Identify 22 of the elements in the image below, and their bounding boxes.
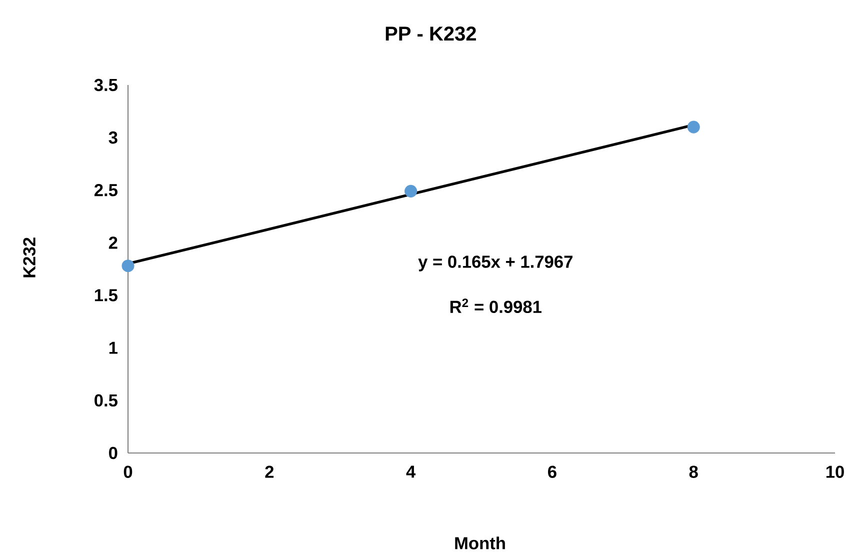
annotation: R$^{2}$ = 0.9981 [450, 298, 542, 314]
y-tick-label: 3 [108, 131, 118, 144]
y-tick-label: 0.5 [94, 394, 118, 407]
y-tick-label: 1.5 [94, 289, 118, 302]
y-tick-label: 1 [109, 342, 118, 354]
x-tick-label: 10 [826, 466, 844, 478]
chart-title: PP - K232 [386, 26, 476, 41]
y-tick-label: 2.5 [94, 184, 118, 196]
x-tick-label: 4 [406, 466, 416, 478]
point [122, 260, 134, 272]
y-tick-label: 2 [108, 236, 118, 249]
y-tick-label: 3.5 [94, 78, 118, 92]
point [404, 184, 418, 198]
x-axis-title: Month [455, 536, 505, 550]
annotation: y = 0.165x + 1.7967 [418, 256, 572, 272]
y-tick-label: 0 [109, 446, 118, 460]
x-tick-label: 0 [124, 466, 132, 478]
point [687, 120, 700, 134]
x-tick-label: 8 [689, 466, 698, 478]
x-tick-label: 2 [265, 466, 274, 478]
y-axis-title: K232 [23, 238, 36, 278]
x-tick-label: 6 [548, 466, 556, 478]
